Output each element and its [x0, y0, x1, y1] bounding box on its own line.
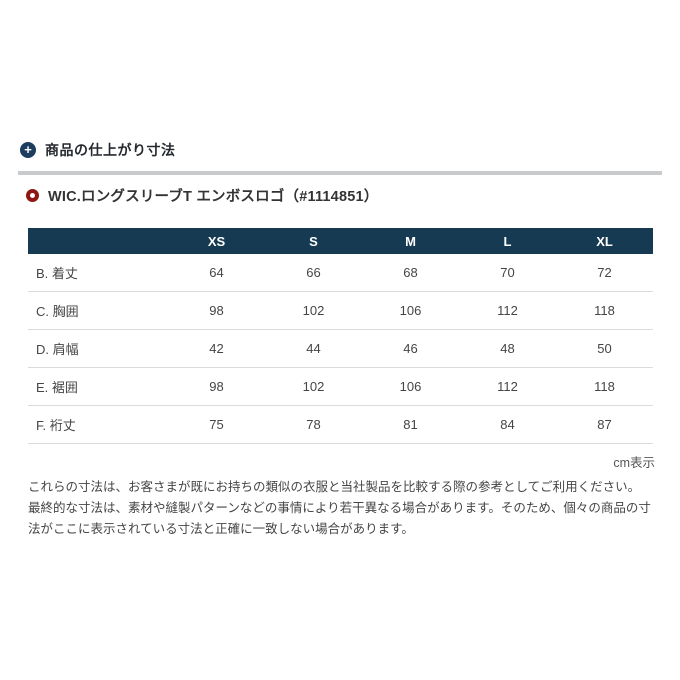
size-value: 84	[459, 405, 556, 444]
size-value: 72	[556, 254, 653, 292]
size-value: 118	[556, 291, 653, 330]
size-table-header-row: XS S M L XL	[28, 228, 653, 254]
unit-note: cm表示	[613, 456, 655, 470]
size-value: 118	[556, 367, 653, 406]
size-table: XS S M L XL B. 着丈 64 66 68 70 72 C. 胸囲 9…	[28, 228, 653, 444]
size-column-header-s: S	[265, 228, 362, 254]
size-value: 102	[265, 291, 362, 330]
size-value: 75	[168, 405, 265, 444]
size-column-header-l: L	[459, 228, 556, 254]
measurement-notes: これらの寸法は、お客さまが既にお持ちの類似の衣服と当社製品を比較する際の参考とし…	[28, 477, 662, 540]
size-value: 44	[265, 329, 362, 368]
row-label: E. 裾囲	[28, 367, 168, 406]
size-column-header-xs: XS	[168, 228, 265, 254]
size-value: 98	[168, 291, 265, 330]
row-label: B. 着丈	[28, 254, 168, 292]
size-value: 106	[362, 291, 459, 330]
table-row: B. 着丈 64 66 68 70 72	[28, 254, 653, 292]
size-value: 102	[265, 367, 362, 406]
size-value: 81	[362, 405, 459, 444]
size-table-corner-cell	[28, 228, 168, 254]
size-value: 46	[362, 329, 459, 368]
bullet-circle-icon	[26, 189, 39, 202]
size-value: 112	[459, 367, 556, 406]
row-label: F. 裄丈	[28, 405, 168, 444]
product-header: WIC.ロングスリーブT エンボスロゴ（#1114851）	[26, 185, 378, 206]
size-value: 64	[168, 254, 265, 292]
size-value: 87	[556, 405, 653, 444]
table-row: D. 肩幅 42 44 46 48 50	[28, 329, 653, 368]
note-line-1: これらの寸法は、お客さまが既にお持ちの類似の衣服と当社製品を比較する際の参考とし…	[28, 480, 641, 494]
size-value: 98	[168, 367, 265, 406]
size-value: 70	[459, 254, 556, 292]
section-divider	[18, 171, 662, 175]
size-column-header-m: M	[362, 228, 459, 254]
size-value: 78	[265, 405, 362, 444]
size-value: 42	[168, 329, 265, 368]
size-column-header-xl: XL	[556, 228, 653, 254]
section-header: + 商品の仕上がり寸法	[20, 140, 176, 160]
size-value: 50	[556, 329, 653, 368]
size-value: 66	[265, 254, 362, 292]
table-row: C. 胸囲 98 102 106 112 118	[28, 291, 653, 330]
table-row: F. 裄丈 75 78 81 84 87	[28, 405, 653, 444]
table-row: E. 裾囲 98 102 106 112 118	[28, 367, 653, 406]
size-value: 48	[459, 329, 556, 368]
row-label: D. 肩幅	[28, 329, 168, 368]
size-value: 68	[362, 254, 459, 292]
product-title: WIC.ロングスリーブT エンボスロゴ（#1114851）	[48, 189, 379, 205]
row-label: C. 胸囲	[28, 291, 168, 330]
size-value: 106	[362, 367, 459, 406]
section-title: 商品の仕上がり寸法	[45, 142, 176, 158]
size-value: 112	[459, 291, 556, 330]
note-line-2: 最終的な寸法は、素材や縫製パターンなどの事情により若干異なる場合があります。その…	[28, 501, 651, 536]
plus-circle-icon: +	[20, 142, 36, 158]
